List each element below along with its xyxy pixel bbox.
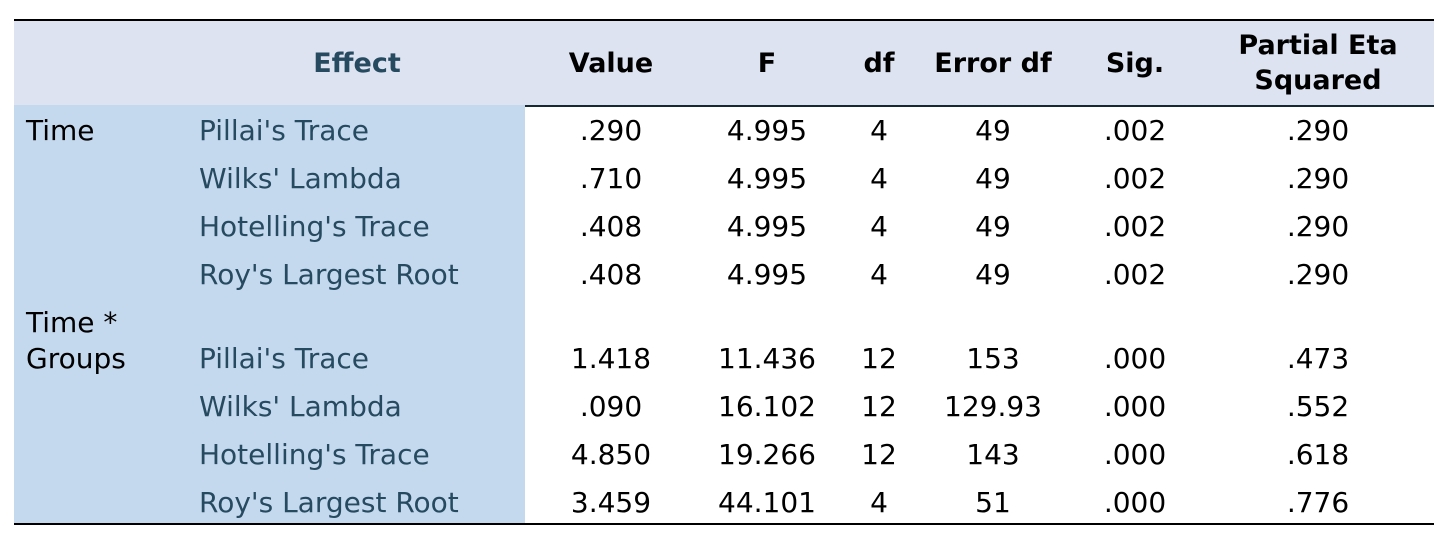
cell: 4 bbox=[870, 162, 888, 195]
cell: .002 bbox=[1103, 114, 1167, 147]
effect-label: Roy's Largest Root bbox=[199, 258, 459, 291]
cell: 3.459 bbox=[570, 486, 652, 519]
cell: 44.101 bbox=[718, 486, 816, 519]
cell: 16.102 bbox=[718, 390, 816, 423]
effect-label: Pillai's Trace bbox=[199, 342, 370, 375]
cell: .290 bbox=[1286, 210, 1350, 243]
cell: .618 bbox=[1286, 438, 1350, 471]
effect-label: Hotelling's Trace bbox=[199, 438, 430, 471]
cell: .000 bbox=[1103, 438, 1167, 471]
column-header: df bbox=[863, 47, 895, 79]
effect-label: Wilks' Lambda bbox=[199, 162, 402, 195]
column-header: F bbox=[757, 47, 777, 79]
column-header: Sig. bbox=[1105, 47, 1165, 79]
cell: 49 bbox=[975, 210, 1011, 243]
cell: .710 bbox=[579, 162, 643, 195]
cell: 153 bbox=[966, 342, 1020, 375]
cell: .002 bbox=[1103, 258, 1167, 291]
cell: 49 bbox=[975, 258, 1011, 291]
cell: 49 bbox=[975, 114, 1011, 147]
cell: 4 bbox=[870, 210, 888, 243]
cell: .000 bbox=[1103, 342, 1167, 375]
effect-label: Roy's Largest Root bbox=[199, 486, 459, 519]
cell: 4 bbox=[870, 258, 888, 291]
column-header: Partial Eta Squared bbox=[1238, 30, 1398, 96]
cell: 4 bbox=[870, 486, 888, 519]
cell: 143 bbox=[966, 438, 1020, 471]
cell: .290 bbox=[1286, 114, 1350, 147]
label-band bbox=[14, 105, 525, 524]
cell: 129.93 bbox=[944, 390, 1042, 423]
effect-label: Hotelling's Trace bbox=[199, 210, 430, 243]
effect-label: Pillai's Trace bbox=[199, 114, 370, 147]
cell: 4.995 bbox=[726, 162, 808, 195]
cell: .408 bbox=[579, 258, 643, 291]
cell: 4.995 bbox=[726, 258, 808, 291]
cell: .002 bbox=[1103, 210, 1167, 243]
cell: .776 bbox=[1286, 486, 1350, 519]
cell: 12 bbox=[861, 438, 897, 471]
header-band bbox=[14, 19, 1434, 107]
bottom-border bbox=[14, 523, 1434, 525]
cell: 11.436 bbox=[718, 342, 816, 375]
cell: .000 bbox=[1103, 486, 1167, 519]
group-label: Time * Groups bbox=[26, 306, 126, 375]
cell: 49 bbox=[975, 162, 1011, 195]
cell: 4.995 bbox=[726, 114, 808, 147]
cell: 4.995 bbox=[726, 210, 808, 243]
cell: .552 bbox=[1286, 390, 1350, 423]
cell: 12 bbox=[861, 390, 897, 423]
cell: .002 bbox=[1103, 162, 1167, 195]
cell: 12 bbox=[861, 342, 897, 375]
effect-label: Wilks' Lambda bbox=[199, 390, 402, 423]
group-label: Time bbox=[26, 114, 95, 147]
cell: .000 bbox=[1103, 390, 1167, 423]
cell: .290 bbox=[1286, 162, 1350, 195]
cell: 51 bbox=[975, 486, 1011, 519]
cell: 19.266 bbox=[718, 438, 816, 471]
cell: .290 bbox=[1286, 258, 1350, 291]
cell: .473 bbox=[1286, 342, 1350, 375]
column-header: Effect bbox=[313, 47, 401, 79]
cell: 4 bbox=[870, 114, 888, 147]
cell: .090 bbox=[579, 390, 643, 423]
cell: .290 bbox=[579, 114, 643, 147]
cell: .408 bbox=[579, 210, 643, 243]
column-header: Value bbox=[568, 47, 654, 79]
column-header: Error df bbox=[934, 47, 1052, 79]
cell: 1.418 bbox=[570, 342, 652, 375]
cell: 4.850 bbox=[570, 438, 652, 471]
